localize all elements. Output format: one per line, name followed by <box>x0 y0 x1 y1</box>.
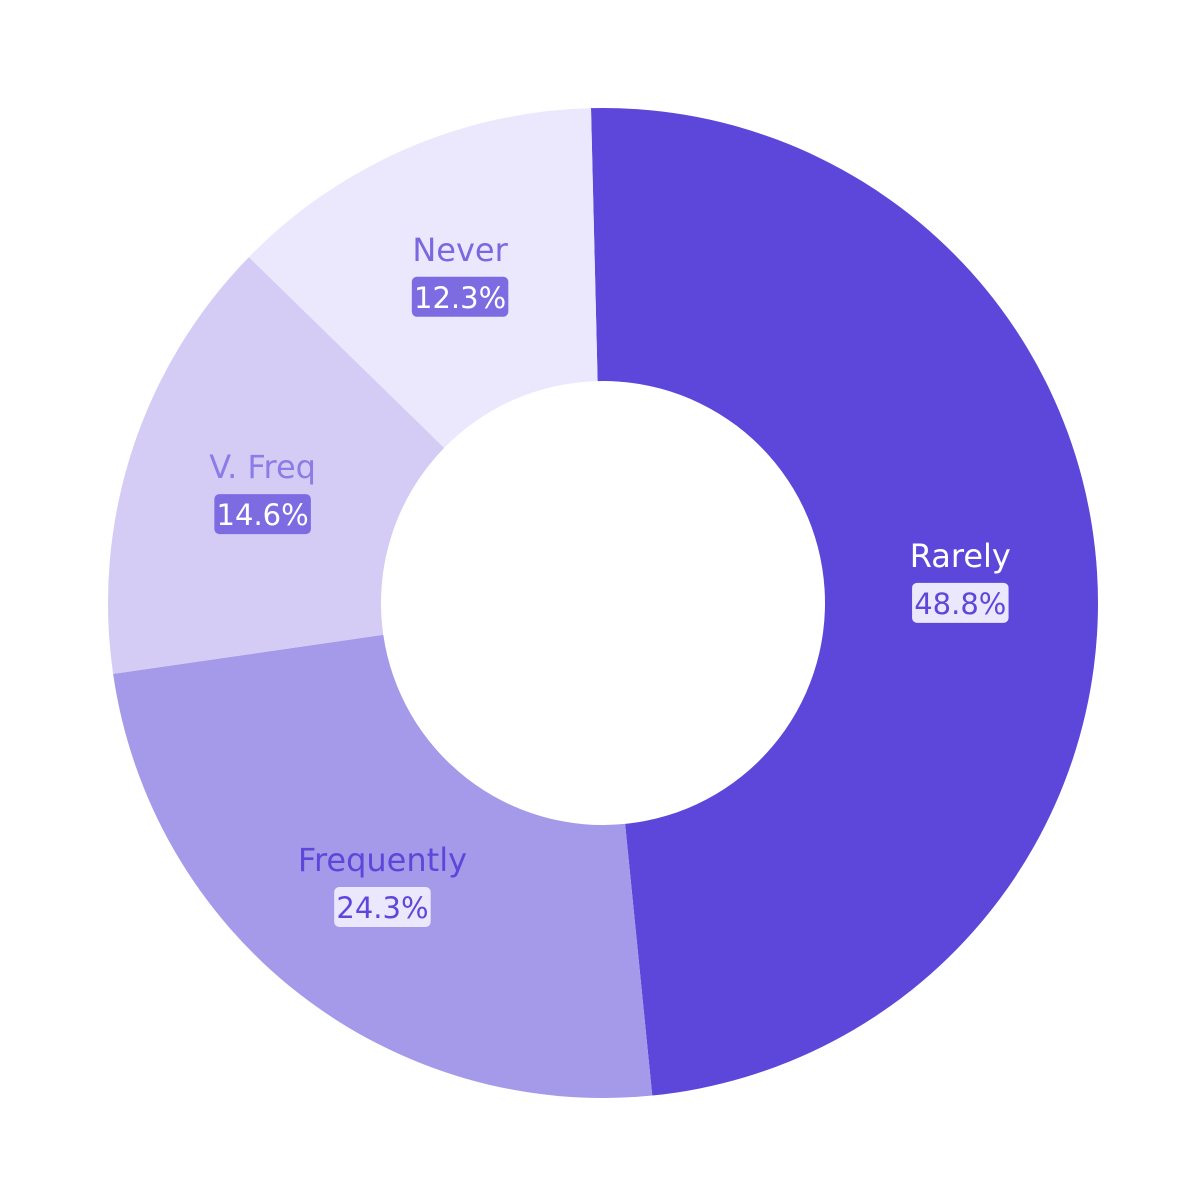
slice-rarely <box>590 107 1099 1096</box>
value-badge-never <box>411 276 509 317</box>
slice-label-never: Never <box>412 231 508 269</box>
value-badge-v-freq <box>214 494 311 535</box>
slice-frequently <box>113 634 653 1098</box>
slice-label-rarely: Rarely <box>910 537 1011 575</box>
value-badge-frequently <box>334 886 431 927</box>
slice-v-freq <box>108 257 445 674</box>
value-label-v-freq: 14.6% <box>217 498 309 532</box>
value-label-frequently: 24.3% <box>336 891 428 925</box>
slice-label-frequently: Frequently <box>298 841 467 879</box>
value-label-rarely: 48.8% <box>914 587 1006 621</box>
slice-label-v-freq: V. Freq <box>209 448 316 486</box>
value-label-never: 12.3% <box>414 281 506 315</box>
value-badge-rarely <box>912 582 1009 623</box>
